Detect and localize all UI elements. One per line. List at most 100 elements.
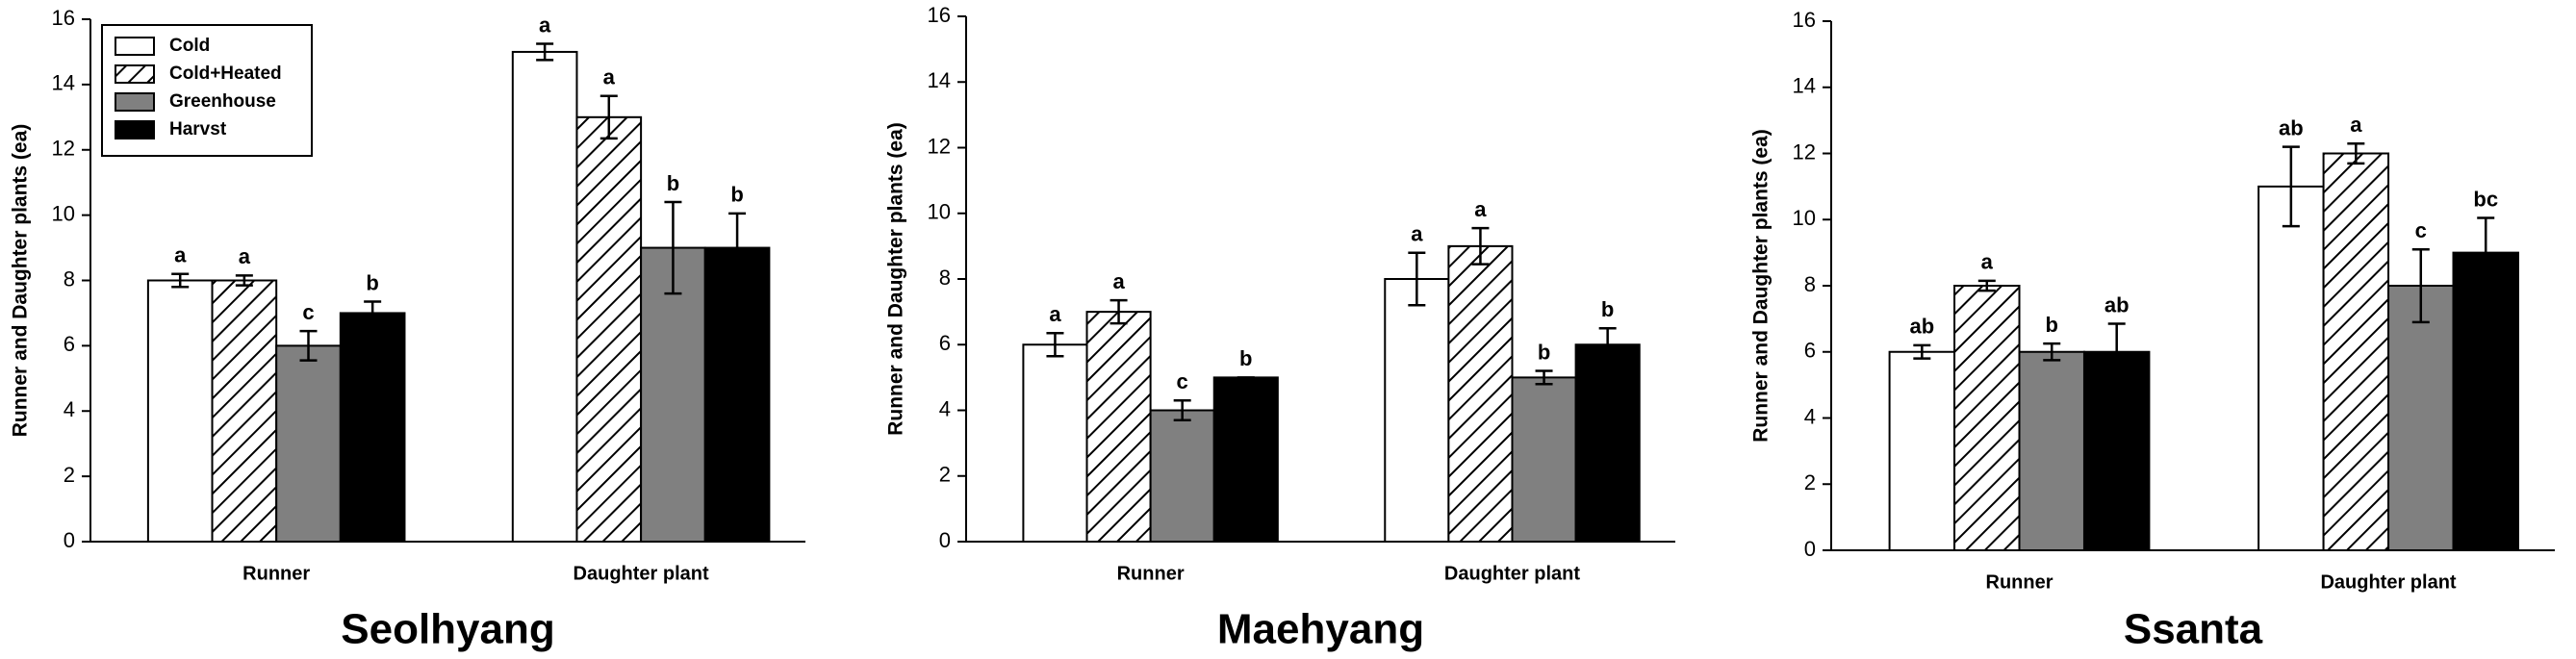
error-bar [1535, 369, 1553, 386]
chart-title: Seolhyang [341, 606, 555, 653]
significance-letter: b [1239, 346, 1252, 370]
y-axis-label: Runner and Daughter plants (ea) [10, 124, 32, 438]
error-bar [2107, 322, 2126, 382]
legend-swatch [115, 37, 155, 56]
significance-letter: ab [1909, 315, 1934, 339]
y-tick-label: 2 [64, 463, 75, 487]
bar [339, 312, 406, 543]
legend-swatch [115, 92, 155, 112]
bar [511, 50, 578, 543]
y-tick-label: 4 [64, 397, 75, 421]
bar [1212, 376, 1279, 543]
bar [1511, 376, 1577, 543]
error-bar [1977, 279, 1996, 292]
y-tick-label: 6 [64, 332, 75, 356]
chart-title: Maehyang [1217, 606, 1424, 653]
y-tick-label: 14 [1793, 74, 1816, 98]
error-bar [2282, 145, 2300, 228]
significance-letter: b [2046, 313, 2058, 337]
significance-letter: a [1981, 250, 1994, 274]
bar [1384, 278, 1450, 543]
error-bar [171, 272, 190, 289]
legend-swatch [115, 64, 155, 84]
error-bar [599, 94, 618, 140]
significance-letter: c [1177, 369, 1188, 393]
error-bar [2347, 141, 2365, 165]
error-bar [728, 212, 747, 284]
error-bar [2477, 216, 2495, 289]
error-bar [1471, 226, 1490, 266]
y-tick-label: 6 [939, 331, 951, 355]
error-bar [1173, 399, 1191, 421]
bar [575, 115, 643, 543]
x-tick-label: Daughter plant [2320, 571, 2456, 593]
significance-letter: a [1112, 269, 1125, 293]
error-bar [364, 300, 382, 326]
y-tick-label: 10 [1793, 206, 1816, 230]
error-bar [664, 200, 682, 295]
error-bar [1408, 251, 1426, 307]
bar [211, 279, 278, 543]
y-tick-label: 12 [52, 137, 75, 161]
x-tick-label: Runner [1117, 563, 1185, 584]
bar [1022, 343, 1088, 543]
bar [2257, 185, 2325, 551]
error-bar [1598, 326, 1617, 363]
y-tick-label: 4 [1804, 404, 1816, 428]
legend-label: Harvst [169, 119, 227, 139]
bar [1574, 343, 1641, 543]
error-bar [1046, 332, 1064, 358]
y-tick-label: 2 [1804, 470, 1816, 494]
y-tick-label: 8 [1804, 272, 1816, 296]
y-tick-label: 6 [1804, 339, 1816, 363]
legend-label: Cold [169, 36, 210, 56]
error-bar [536, 42, 554, 62]
significance-letter: b [366, 270, 378, 294]
significance-letter: c [2415, 218, 2427, 242]
bar [1888, 350, 1956, 551]
significance-letter: a [174, 243, 187, 267]
bar [2082, 350, 2151, 551]
y-tick-label: 14 [928, 68, 951, 92]
y-tick-label: 10 [52, 201, 75, 225]
y-tick-label: 8 [64, 266, 75, 291]
significance-letter: a [239, 244, 251, 268]
error-bar [299, 329, 318, 362]
y-tick-label: 0 [1804, 537, 1816, 561]
significance-letter: a [1474, 197, 1487, 221]
y-tick-label: 4 [939, 396, 951, 420]
legend-label: Greenhouse [169, 91, 276, 112]
y-tick-label: 16 [52, 6, 75, 30]
significance-letter: b [730, 183, 743, 207]
error-bar [1913, 343, 1931, 360]
significance-letter: ab [2104, 292, 2130, 317]
y-tick-label: 8 [939, 266, 951, 290]
bar [2452, 251, 2519, 551]
y-tick-label: 2 [939, 463, 951, 487]
error-bar [1109, 298, 1128, 325]
bar [1085, 311, 1152, 543]
significance-letter: bc [2473, 187, 2498, 211]
error-bar [2411, 247, 2430, 324]
bar [146, 279, 214, 543]
significance-letter: c [302, 300, 314, 324]
y-tick-label: 12 [1793, 139, 1816, 164]
y-tick-label: 12 [928, 134, 951, 158]
significance-letter: a [2350, 113, 2362, 137]
significance-letter: a [1049, 302, 1061, 326]
x-tick-label: Runner [242, 563, 310, 584]
y-tick-label: 14 [52, 71, 75, 95]
bar [1447, 244, 1514, 543]
error-bar [235, 274, 253, 287]
bar [2018, 350, 2085, 551]
y-tick-label: 0 [64, 528, 75, 552]
significance-letter: b [667, 171, 679, 195]
significance-letter: a [1411, 222, 1423, 246]
y-axis-label: Runner and Daughter plants (ea) [1750, 129, 1773, 443]
legend-swatch [115, 120, 155, 139]
bar [2387, 285, 2455, 551]
bar [703, 246, 771, 543]
significance-letter: ab [2279, 115, 2304, 139]
x-tick-label: Runner [1986, 571, 2053, 593]
